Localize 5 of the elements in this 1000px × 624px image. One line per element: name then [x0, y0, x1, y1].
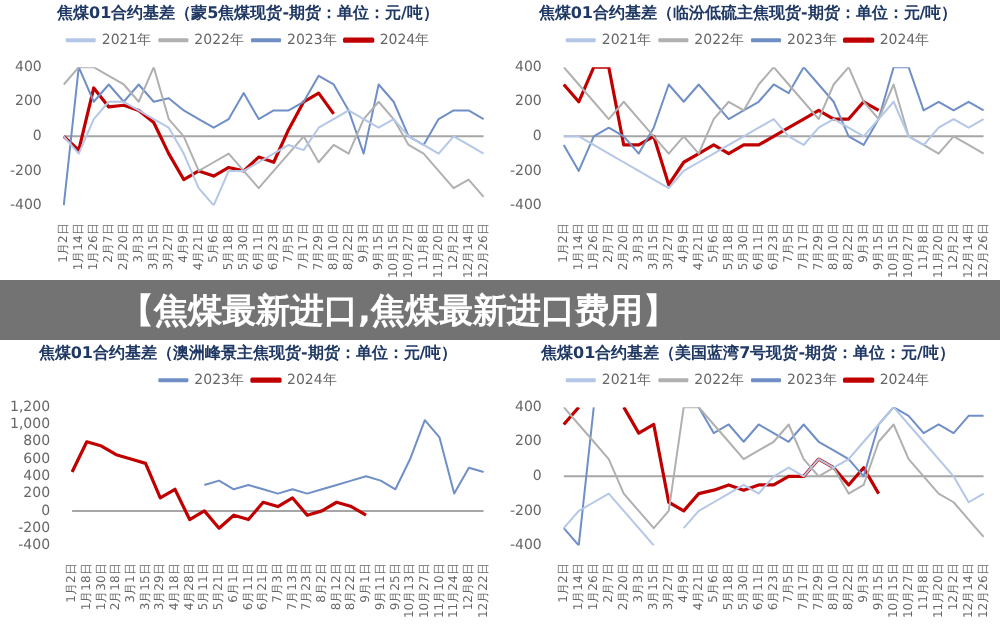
- text: 【焦煤最新进口,焦煤最新进口费用】: [118, 289, 677, 333]
- chart-title: 焦煤01合约基差（美国蓝湾7号现货-期货：单位：元/吨）: [539, 341, 955, 362]
- chart-title: 焦煤01合约基差（蒙5焦煤现货-期货：单位：元/吨）: [55, 3, 439, 22]
- chart-title: 焦煤01合约基差（澳洲峰景主焦现货-期货：单位：元/吨）: [36, 341, 458, 362]
- chart-title: 焦煤01合约基差（临汾低硫主焦现货-期货：单位：元/吨）: [536, 1, 958, 22]
